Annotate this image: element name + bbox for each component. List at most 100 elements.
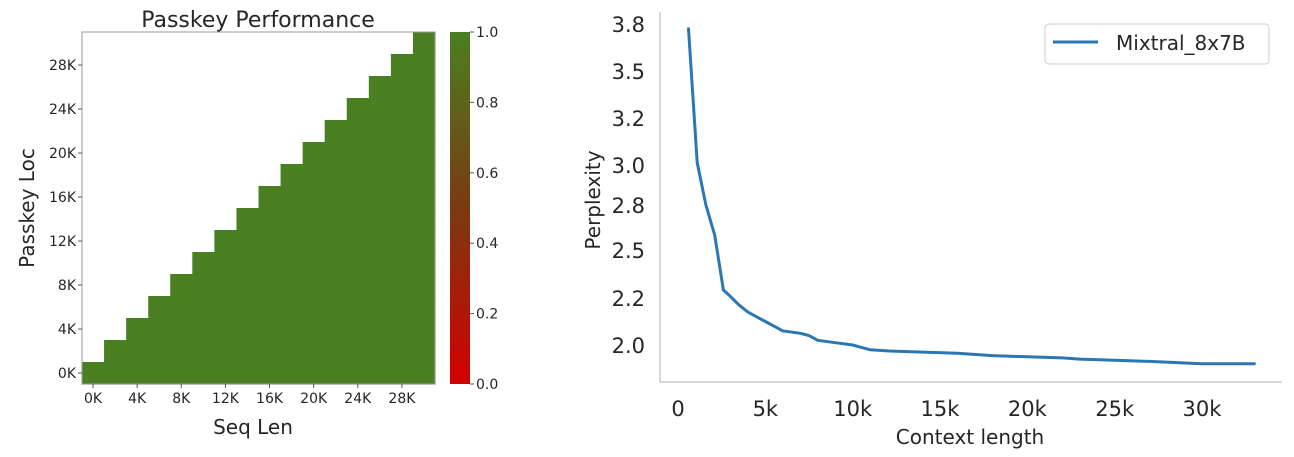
heatmap-cell — [390, 120, 414, 143]
line-chart-panel: 2.0 2.2 2.5 2.8 3.0 3.2 3.5 3.8 0 5k 10k 15k 20k 25k… — [581, 12, 1282, 449]
heatmap-cell — [302, 186, 326, 209]
heatmap-cell — [390, 340, 414, 363]
line-chart-x-tick-label: 15k — [921, 397, 961, 421]
heatmap-cell — [302, 230, 326, 253]
heatmap-y-axis: 0K 4K 8K 12K 16K 20K 24K 28K — [49, 58, 82, 382]
heatmap-cell — [412, 230, 436, 253]
heatmap-cell — [412, 296, 436, 319]
heatmap-cell — [302, 208, 326, 231]
heatmap-cell — [324, 164, 348, 187]
heatmap-cell — [412, 120, 436, 143]
heatmap-cell — [346, 252, 370, 275]
heatmap-cell — [324, 208, 348, 231]
heatmap-cell — [390, 142, 414, 165]
heatmap-cell — [390, 164, 414, 187]
colorbar-ticks: 0.0 0.2 0.4 0.6 0.8 1.0 — [470, 25, 498, 393]
heatmap-cell — [258, 208, 282, 231]
heatmap-cell — [236, 318, 260, 341]
heatmap-cell — [346, 362, 370, 385]
heatmap-panel: Passkey Performance 0K 4K 8K 12K 16K 20K 24K 28… — [15, 8, 498, 439]
heatmap-cell — [280, 164, 304, 187]
heatmap-cell — [192, 296, 215, 319]
colorbar — [450, 32, 470, 384]
heatmap-cell — [368, 120, 392, 143]
heatmap-cell — [412, 340, 436, 363]
colorbar-tick-label: 0.6 — [476, 166, 498, 182]
heatmap-cell — [324, 230, 348, 253]
heatmap-y-tick-label: 16K — [49, 190, 77, 206]
heatmap-cell — [258, 296, 282, 319]
legend-label: Mixtral_8x7B — [1116, 31, 1246, 55]
line-chart-y-tick-label: 2.5 — [612, 239, 645, 263]
heatmap-cell — [324, 340, 348, 363]
heatmap-cell — [412, 274, 436, 297]
colorbar-tick-label: 0.0 — [476, 377, 498, 393]
heatmap-y-tick-label: 12K — [49, 234, 77, 250]
line-chart-y-tick-label: 2.8 — [612, 194, 645, 218]
heatmap-cell — [258, 252, 282, 275]
heatmap-cell — [126, 362, 149, 385]
line-chart-x-tick-label: 25k — [1095, 397, 1135, 421]
colorbar-tick-label: 0.4 — [476, 236, 498, 252]
heatmap-cell — [214, 274, 238, 297]
heatmap-y-tick-label: 28K — [49, 58, 77, 74]
heatmap-cell — [368, 362, 392, 385]
heatmap-cell — [192, 274, 215, 297]
line-chart-x-tick-label: 10k — [833, 397, 873, 421]
heatmap-cell — [390, 296, 414, 319]
heatmap-x-tick-label: 8K — [172, 391, 191, 407]
heatmap-cell — [214, 296, 238, 319]
heatmap-cell — [148, 318, 171, 341]
heatmap-y-tick-label: 24K — [49, 102, 77, 118]
heatmap-cell — [412, 318, 436, 341]
heatmap-cell — [346, 274, 370, 297]
heatmap-cell — [236, 340, 260, 363]
heatmap-cell — [192, 252, 215, 275]
heatmap-x-tick-label: 12K — [212, 391, 240, 407]
heatmap-cell — [390, 76, 414, 99]
heatmap-cell — [368, 142, 392, 165]
heatmap-cell — [346, 120, 370, 143]
heatmap-cell — [214, 252, 238, 275]
heatmap-cell — [302, 362, 326, 385]
heatmap-cell — [368, 230, 392, 253]
line-chart-y-tick-label: 3.8 — [612, 13, 645, 37]
heatmap-cell — [412, 186, 436, 209]
heatmap-cell — [346, 208, 370, 231]
line-chart-y-tick-label: 3.5 — [612, 60, 645, 84]
heatmap-cell — [390, 318, 414, 341]
heatmap-title: Passkey Performance — [141, 8, 375, 33]
line-chart-x-tick-label: 0 — [671, 397, 684, 421]
line-chart-x-label: Context length — [896, 425, 1044, 449]
heatmap-cell — [280, 318, 304, 341]
heatmap-cell — [412, 54, 436, 77]
colorbar-tick-label: 1.0 — [476, 25, 498, 41]
heatmap-cell — [412, 98, 436, 121]
heatmap-cell — [412, 164, 436, 187]
heatmap-cell — [324, 362, 348, 385]
heatmap-cell — [324, 120, 348, 143]
heatmap-cell — [390, 208, 414, 231]
line-chart-y-tick-label: 3.0 — [612, 154, 645, 178]
heatmap-cell — [390, 54, 414, 77]
heatmap-cell — [302, 274, 326, 297]
heatmap-cell — [324, 142, 348, 165]
heatmap-cell — [368, 76, 392, 99]
heatmap-y-tick-label: 4K — [58, 322, 77, 338]
heatmap-cell — [368, 274, 392, 297]
heatmap-cell — [280, 274, 304, 297]
heatmap-cell — [368, 318, 392, 341]
heatmap-cell — [346, 164, 370, 187]
heatmap-cell — [412, 362, 436, 385]
heatmap-cell — [280, 362, 304, 385]
heatmap-cell — [170, 362, 193, 385]
heatmap-cell — [170, 340, 193, 363]
heatmap-cell — [324, 252, 348, 275]
line-chart-y-ticks: 2.0 2.2 2.5 2.8 3.0 3.2 3.5 3.8 — [612, 13, 645, 358]
heatmap-x-label: Seq Len — [213, 415, 293, 439]
heatmap-cell — [236, 296, 260, 319]
heatmap-cell — [324, 296, 348, 319]
heatmap-cell — [412, 208, 436, 231]
heatmap-cell — [346, 340, 370, 363]
heatmap-x-axis: 0K 4K 8K 12K 16K 20K 24K 28K — [84, 384, 416, 407]
